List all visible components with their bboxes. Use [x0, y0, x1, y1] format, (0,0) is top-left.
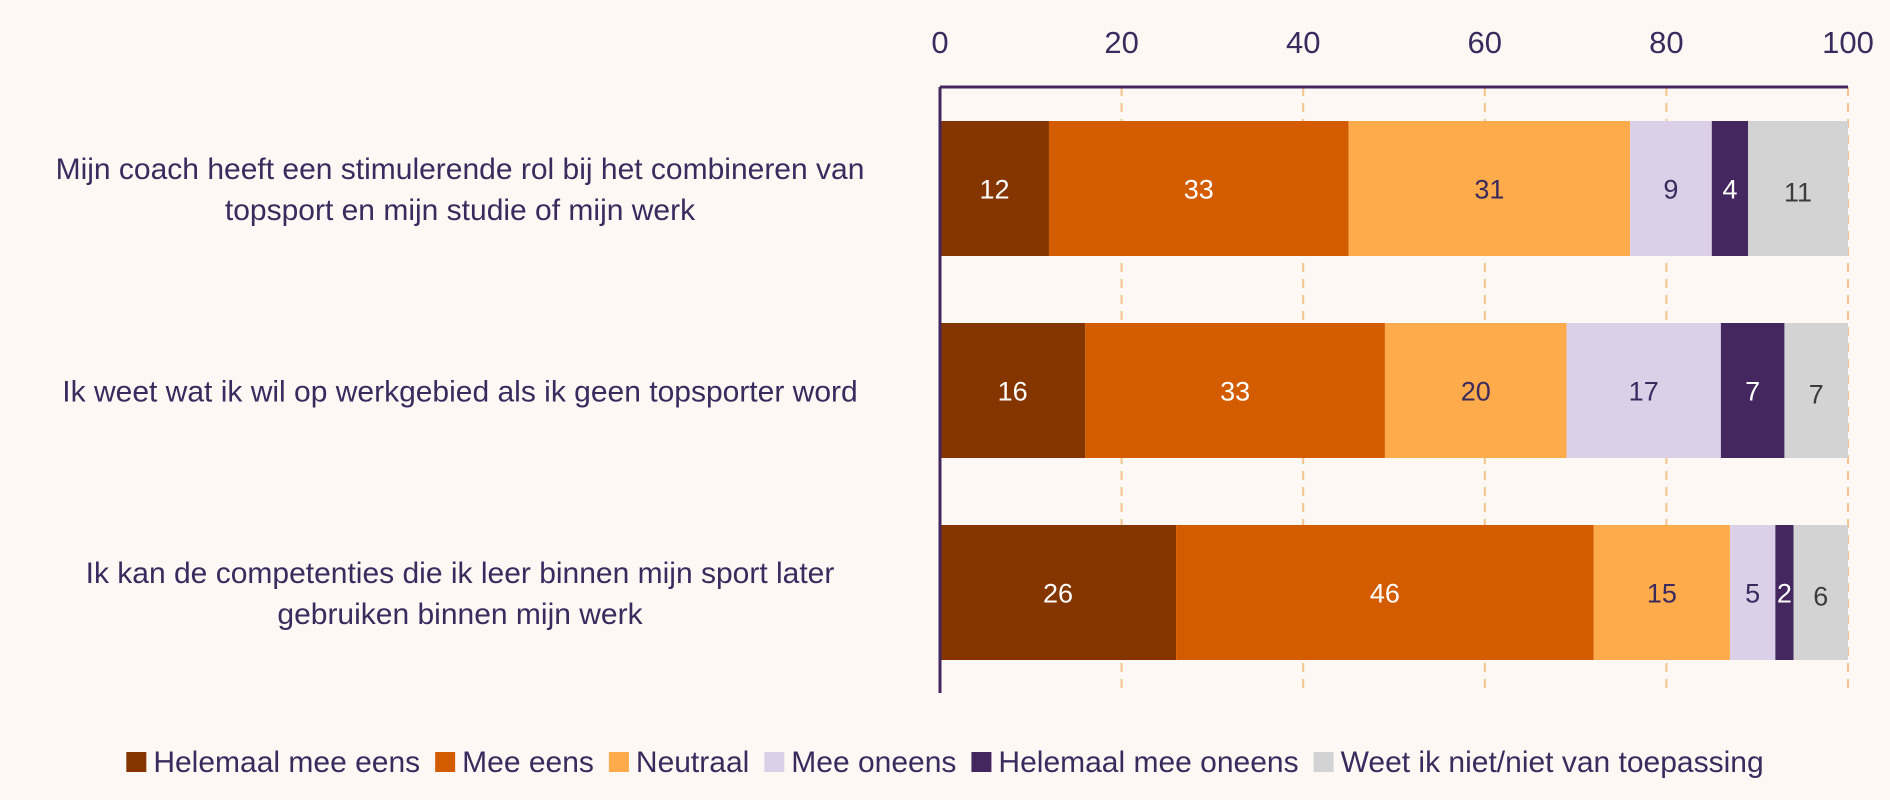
legend-label: Weet ik niet/niet van toepassing — [1341, 746, 1764, 779]
bar-segment — [1775, 525, 1794, 660]
legend-swatch — [126, 752, 147, 772]
axes — [938, 85, 1848, 693]
data-label: 9 — [1663, 175, 1678, 205]
legend: Helemaal mee eens Mee eens Neutraal Mee one… — [126, 746, 1764, 779]
bar-segment — [1048, 121, 1349, 256]
bar-segment — [1720, 323, 1785, 458]
category-label: gebruiken binnen mijn werk — [277, 598, 643, 631]
data-label: 46 — [1370, 579, 1400, 609]
bar-segment — [940, 121, 1049, 256]
category-label: Ik weet wat ik wil op werkgebied als ik … — [62, 376, 857, 409]
bar-segment — [1784, 323, 1848, 458]
x-tick-label: 20 — [1104, 25, 1138, 60]
bar-segment — [940, 525, 1177, 660]
bar-segment — [1748, 121, 1848, 256]
legend-label: Helemaal mee eens — [153, 746, 420, 779]
data-label: 33 — [1184, 175, 1214, 205]
category-label: Mijn coach heeft een stimulerende rol bi… — [56, 153, 865, 186]
bar-segment — [1729, 525, 1776, 660]
category-label: topsport en mijn studie of mijn werk — [225, 194, 696, 227]
bar-segment — [1176, 525, 1594, 660]
data-label: 17 — [1629, 377, 1659, 407]
data-label: 4 — [1722, 175, 1737, 205]
data-label: 12 — [979, 175, 1009, 205]
bar-segment — [940, 323, 1086, 458]
data-label: 16 — [998, 377, 1028, 407]
legend-swatch — [435, 752, 456, 772]
bar-segment — [1630, 121, 1712, 256]
data-label: 2 — [1777, 579, 1792, 609]
data-label: 33 — [1220, 377, 1250, 407]
legend-swatch — [608, 752, 629, 772]
data-label: 15 — [1647, 579, 1677, 609]
bar-segment — [1793, 525, 1848, 660]
x-tick-label: 40 — [1286, 25, 1320, 60]
x-tick-label: 60 — [1468, 25, 1502, 60]
x-tick-label: 0 — [931, 25, 948, 60]
legend-swatch — [764, 752, 785, 772]
data-label: 26 — [1043, 579, 1073, 609]
bar-segment — [1085, 323, 1385, 458]
legend-label: Mee oneens — [791, 746, 956, 779]
legend-label: Mee eens — [462, 746, 594, 779]
data-label: 20 — [1461, 377, 1491, 407]
x-tick-label: 80 — [1649, 25, 1683, 60]
legend-swatch — [1313, 752, 1334, 772]
legend-label: Neutraal — [636, 746, 749, 779]
bar-segment — [1566, 323, 1721, 458]
legend-swatch — [971, 752, 992, 772]
bar-segment — [1348, 121, 1631, 256]
data-label: 7 — [1809, 380, 1824, 410]
x-axis-ticks: 0 20 40 60 80 100 — [931, 25, 1873, 60]
data-label: 5 — [1745, 579, 1760, 609]
legend-label: Helemaal mee oneens — [998, 746, 1298, 779]
data-label: 11 — [1784, 178, 1812, 208]
data-label: 6 — [1813, 582, 1828, 612]
bar-segment — [1711, 121, 1749, 256]
data-label: 31 — [1474, 175, 1504, 205]
category-label: Ik kan de competenties die ik leer binne… — [86, 557, 835, 590]
bar-segment — [1384, 323, 1567, 458]
bar-segment — [1593, 525, 1730, 660]
category-labels: Mijn coach heeft een stimulerende rol bi… — [56, 153, 865, 631]
x-tick-label: 100 — [1822, 25, 1874, 60]
data-label: 7 — [1745, 377, 1760, 407]
